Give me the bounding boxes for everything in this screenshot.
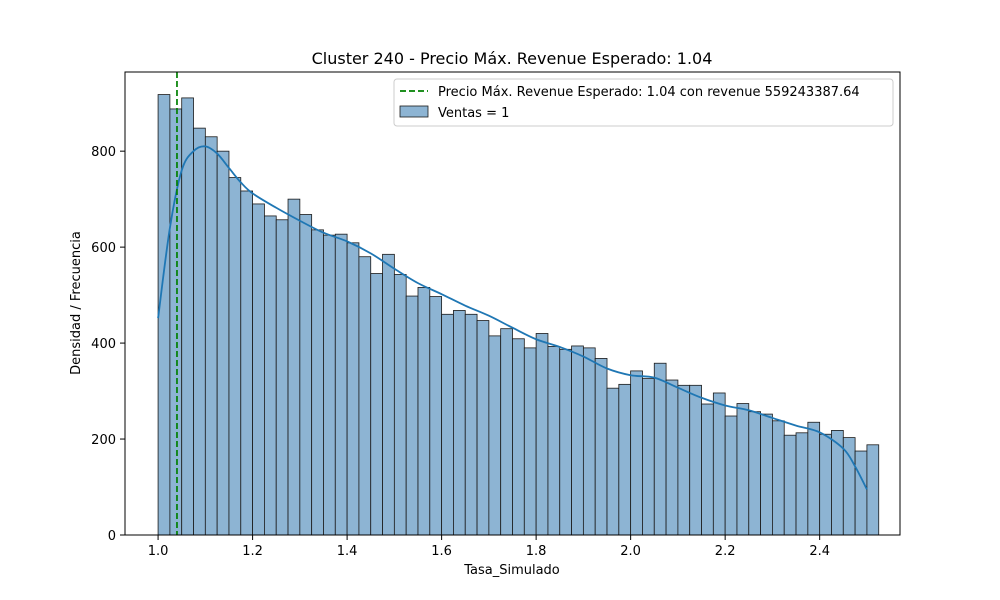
- x-tick-label: 1.6: [431, 544, 452, 559]
- histogram-bar: [464, 313, 478, 536]
- y-tick-label: 400: [91, 337, 116, 352]
- histogram-bar: [334, 233, 348, 536]
- x-axis-label: Tasa_Simulado: [463, 563, 560, 578]
- histogram-bar: [512, 338, 525, 536]
- chart-title: Cluster 240 - Precio Máx. Revenue Espera…: [312, 49, 713, 68]
- histogram-bar: [712, 392, 726, 536]
- histogram-bar: [630, 370, 643, 536]
- histogram-bar: [358, 256, 372, 536]
- histogram-bar: [275, 219, 289, 536]
- histogram-bar: [854, 450, 868, 536]
- histogram-bar: [783, 434, 797, 536]
- histogram-bar: [299, 214, 313, 536]
- legend-vline-label: Precio Máx. Revenue Esperado: 1.04 con r…: [438, 85, 860, 100]
- histogram-bar: [393, 274, 407, 536]
- histogram-bar: [382, 253, 395, 536]
- x-tick-label: 2.0: [620, 544, 641, 559]
- plot-frame: [124, 71, 901, 536]
- histogram-bar: [488, 335, 502, 536]
- histogram-bar: [417, 287, 431, 536]
- histogram-bar: [736, 403, 750, 536]
- legend: Precio Máx. Revenue Esperado: 1.04 con r…: [393, 78, 894, 127]
- histogram-bar: [642, 378, 655, 536]
- histogram-bar: [807, 421, 821, 536]
- x-tick-label: 1.2: [242, 544, 263, 559]
- histogram-bar: [311, 229, 324, 536]
- x-tick-label: 1.8: [526, 544, 547, 559]
- histogram-bar: [204, 136, 218, 536]
- x-axis-ticks: 1.0 1.2 1.4 1.6 1.8 2.0 2.2 2.4: [148, 535, 830, 559]
- histogram-bar: [323, 234, 336, 536]
- legend-hist-label: Ventas = 1: [438, 106, 509, 121]
- legend-box: [393, 78, 894, 127]
- histogram-bar: [252, 203, 265, 536]
- histogram-bars: [157, 94, 880, 536]
- histogram-bar: [724, 415, 738, 536]
- histogram-bar: [760, 413, 773, 536]
- x-tick-label: 1.0: [148, 544, 169, 559]
- y-tick-label: 200: [91, 433, 116, 448]
- histogram-bar: [476, 320, 490, 536]
- histogram-bar: [370, 273, 383, 536]
- y-tick-label: 800: [91, 145, 116, 160]
- legend-bar-swatch: [399, 105, 429, 118]
- histogram-bar: [665, 379, 679, 536]
- histogram-bar: [748, 411, 761, 536]
- histogram-bar: [287, 198, 301, 536]
- x-tick-label: 2.2: [715, 544, 736, 559]
- histogram-bar: [677, 384, 691, 536]
- histogram-bar: [618, 383, 632, 536]
- histogram-bar: [523, 347, 537, 536]
- histogram-bar: [582, 347, 596, 536]
- histogram-bar: [842, 437, 856, 536]
- histogram-bar: [453, 310, 466, 536]
- histogram-bar: [571, 345, 584, 536]
- histogram-bar: [405, 295, 419, 536]
- x-tick-label: 2.4: [809, 544, 830, 559]
- histogram-bar: [653, 362, 667, 536]
- histogram-bar: [606, 387, 620, 536]
- histogram-bar: [689, 384, 702, 536]
- x-tick-label: 1.4: [337, 544, 358, 559]
- histogram-bar: [701, 403, 714, 536]
- histogram-bar: [866, 444, 880, 536]
- histogram-bar: [346, 242, 360, 536]
- y-tick-label: 0: [108, 529, 116, 544]
- histogram-bar: [795, 432, 809, 536]
- histogram-bar: [429, 296, 443, 536]
- histogram-bar: [772, 420, 785, 536]
- y-axis-label: Densidad / Frecuencia: [69, 231, 84, 375]
- histogram-bar: [559, 348, 572, 536]
- kde-curve-group: [157, 145, 868, 490]
- histogram-bar: [441, 313, 454, 536]
- histogram-bar: [169, 108, 183, 536]
- y-axis-ticks: 0 200 400 600 800: [91, 145, 125, 544]
- histogram-bar: [594, 358, 608, 536]
- histogram-bar: [157, 94, 171, 536]
- histogram-bar: [500, 328, 513, 536]
- histogram-bar: [216, 150, 230, 536]
- histogram-bar: [535, 333, 549, 536]
- histogram-bar: [819, 433, 832, 536]
- histogram-bar: [547, 346, 561, 536]
- kde-curve: [157, 145, 868, 490]
- histogram-bar: [240, 190, 253, 536]
- histogram-bar: [264, 215, 277, 536]
- histogram-bar: [193, 127, 206, 536]
- y-tick-label: 600: [91, 241, 116, 256]
- histogram-bar: [228, 177, 242, 536]
